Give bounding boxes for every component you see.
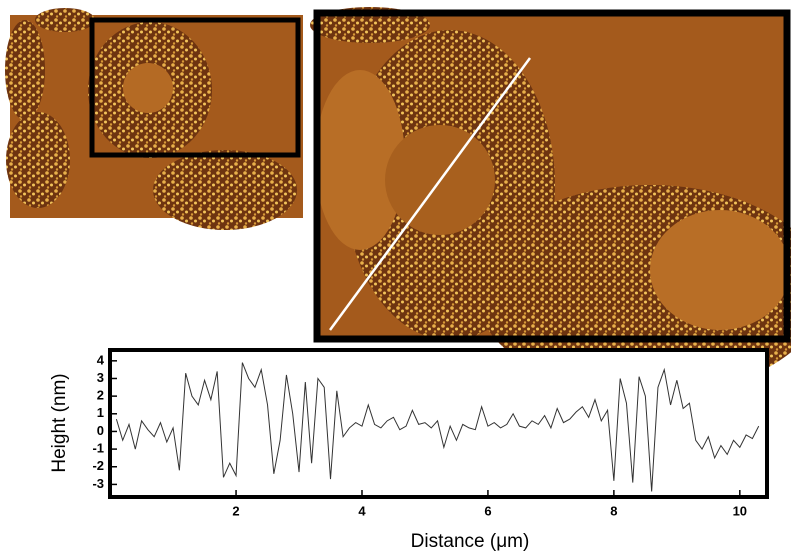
y-tick-label: 1 — [97, 405, 104, 420]
overview-image — [5, 8, 303, 230]
y-axis-title: Height (nm) — [49, 373, 70, 472]
y-tick-label: -2 — [92, 458, 104, 473]
x-axis-title: Distance (μm) — [411, 531, 530, 552]
x-tick-label: 6 — [484, 503, 491, 518]
y-tick-label: -3 — [92, 476, 104, 491]
x-tick-label: 2 — [232, 503, 239, 518]
profile-line — [115, 362, 760, 492]
y-tick-label: 3 — [97, 370, 104, 385]
y-tick-label: 2 — [97, 388, 104, 403]
y-tick-label: -1 — [92, 441, 104, 456]
x-tick-label: 8 — [610, 503, 617, 518]
y-tick-label: 0 — [97, 423, 104, 438]
y-tick-label: 4 — [97, 352, 105, 367]
zoom-image — [310, 7, 791, 395]
x-tick-label: 10 — [733, 503, 747, 518]
x-tick-label: 4 — [358, 503, 366, 518]
